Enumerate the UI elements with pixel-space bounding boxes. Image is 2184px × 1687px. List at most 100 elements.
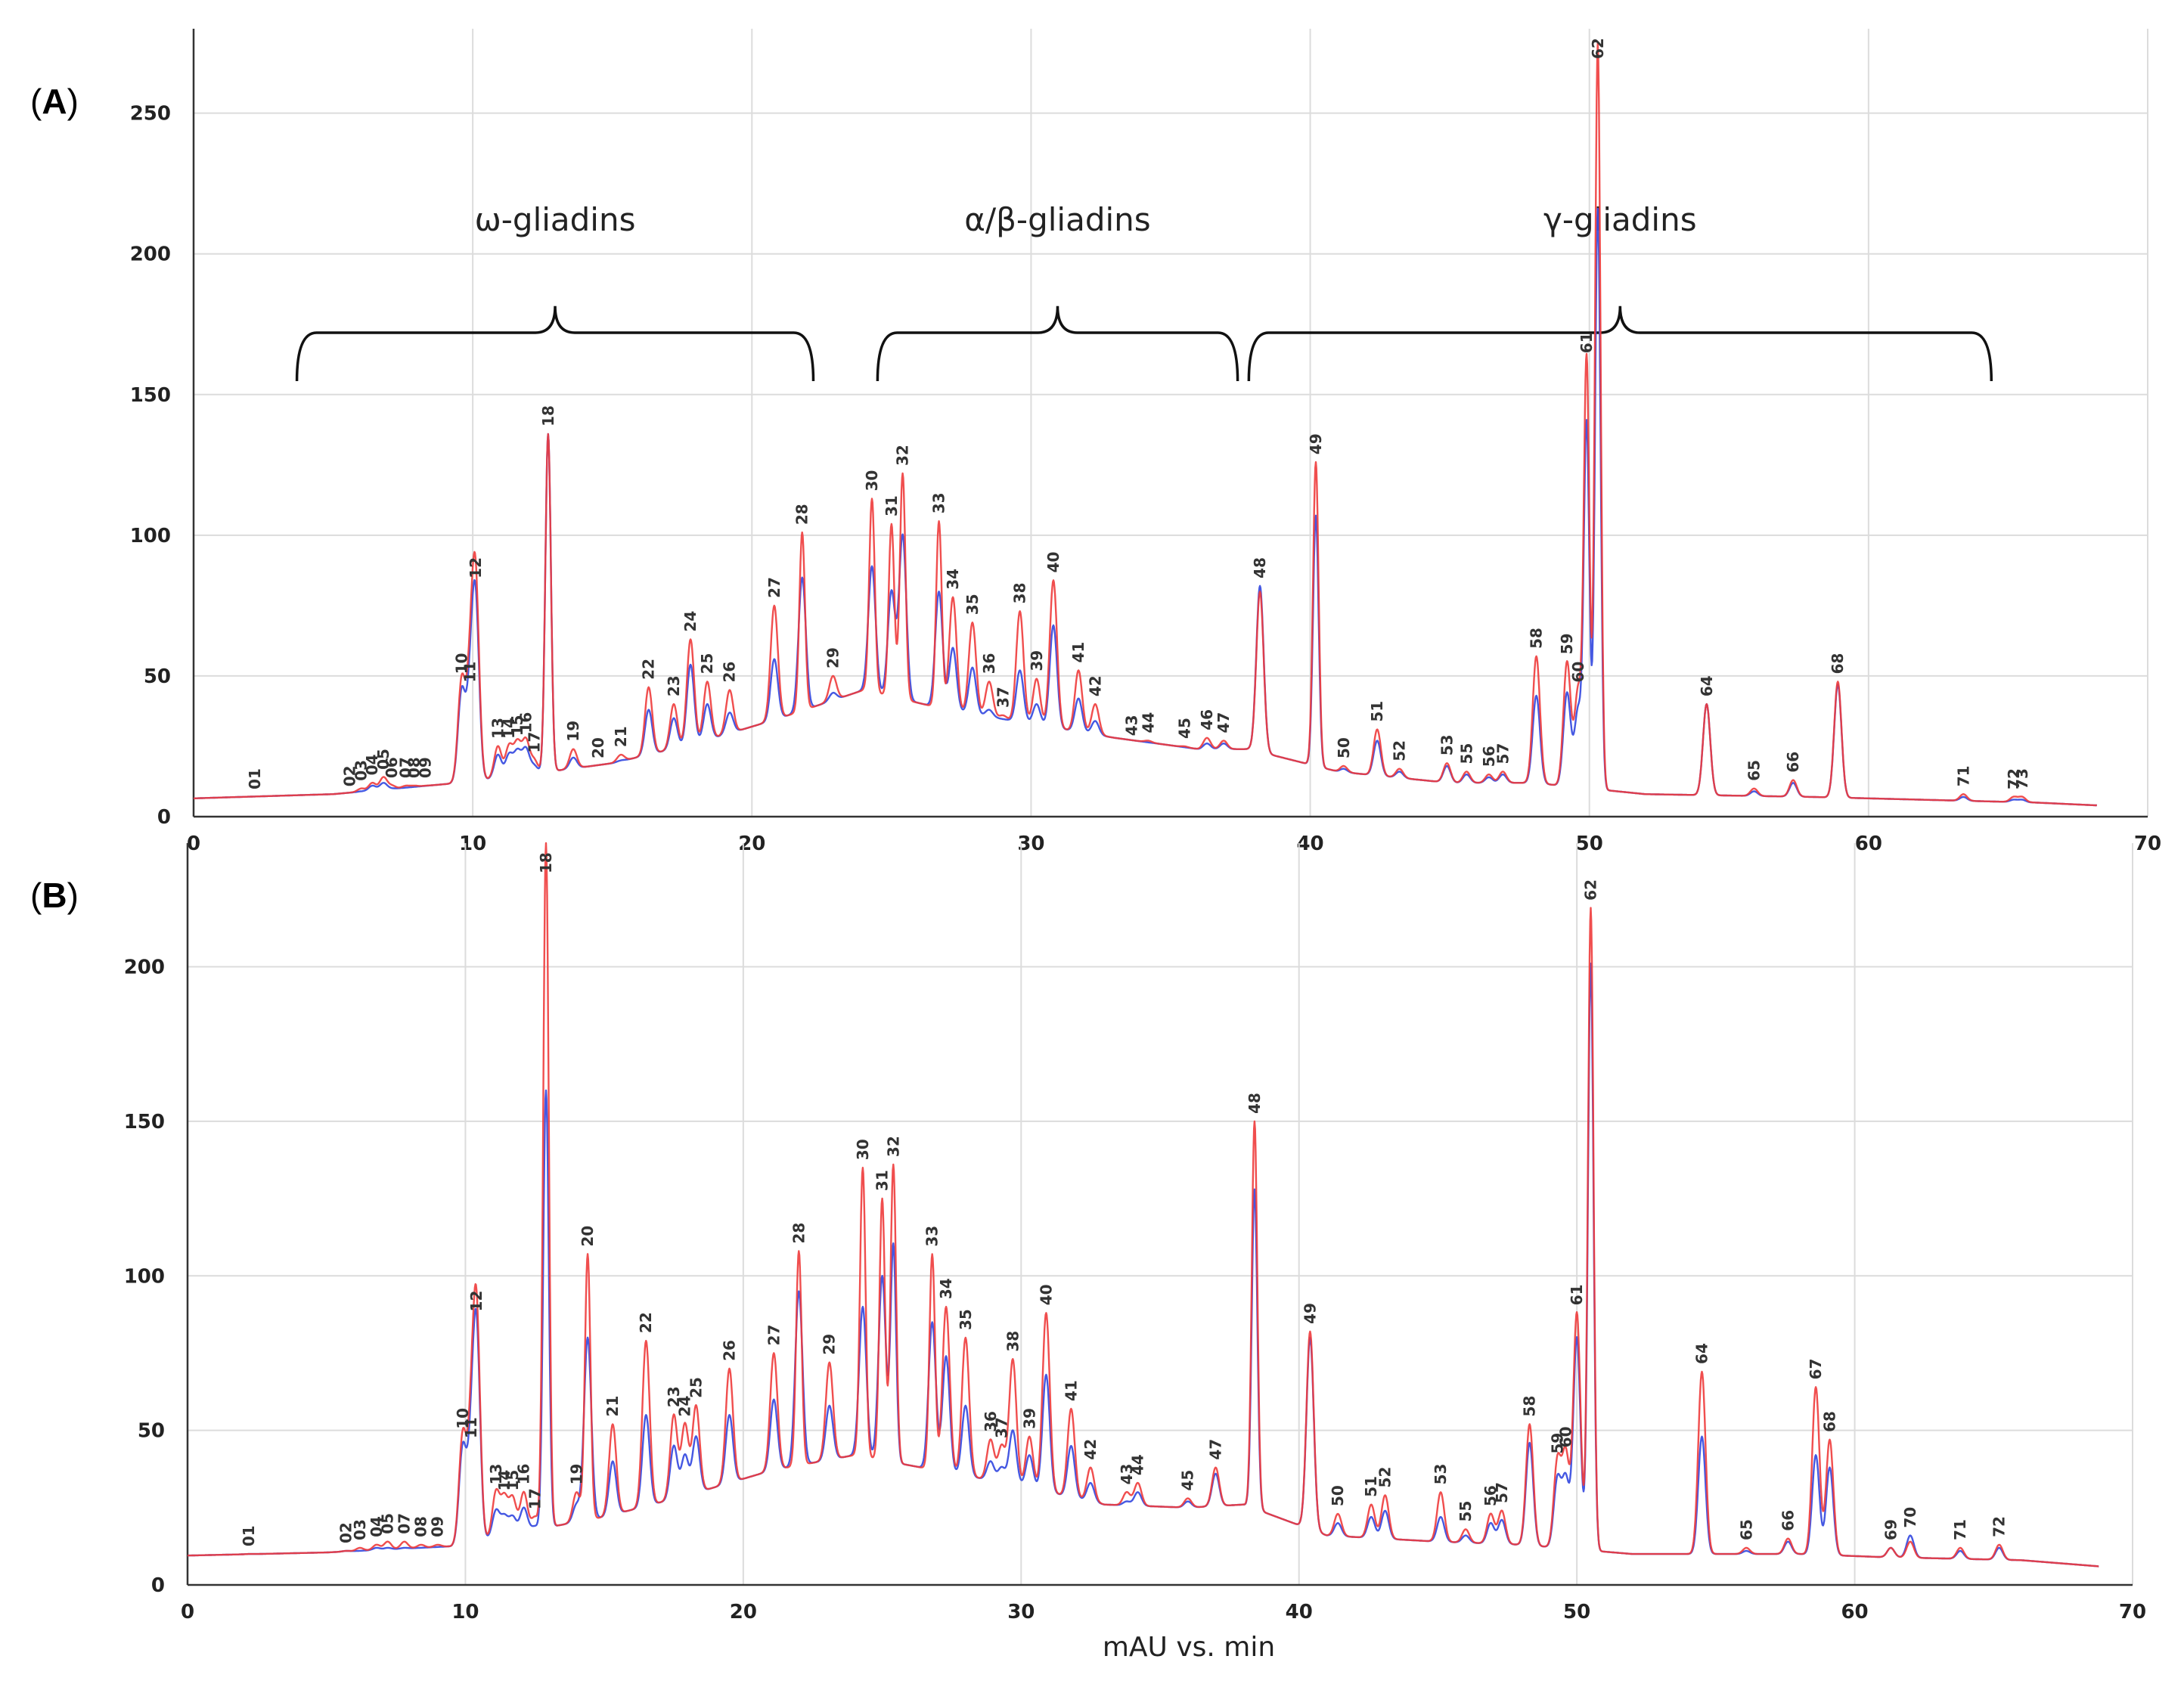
peak-label: 72 bbox=[1990, 1516, 2009, 1537]
region-brace bbox=[1247, 305, 1993, 382]
peak-label: 59 bbox=[1548, 1433, 1566, 1454]
peak-label: 07 bbox=[397, 757, 415, 778]
peak-label: 16 bbox=[515, 1464, 533, 1485]
peak-label: 65 bbox=[1745, 760, 1764, 781]
peak-label: 33 bbox=[930, 492, 948, 513]
peak-label: 34 bbox=[937, 1278, 955, 1299]
x-tick-label: 70 bbox=[2134, 833, 2161, 855]
red-trace bbox=[193, 42, 2098, 807]
y-tick-label: 200 bbox=[124, 957, 165, 979]
peak-label: 48 bbox=[1246, 1093, 1264, 1114]
peak-label: 35 bbox=[957, 1309, 975, 1330]
peak-label: 65 bbox=[1737, 1519, 1755, 1540]
peak-label: 42 bbox=[1081, 1439, 1100, 1460]
x-tick-label: 20 bbox=[730, 1601, 757, 1623]
peak-label: 07 bbox=[396, 1513, 414, 1534]
peak-label: 39 bbox=[1020, 1408, 1038, 1429]
peak-label: 18 bbox=[539, 405, 557, 426]
x-tick-label: 40 bbox=[1286, 1601, 1313, 1623]
peak-label: 29 bbox=[824, 647, 842, 668]
peak-label: 36 bbox=[982, 1411, 1000, 1432]
y-tick-label: 200 bbox=[130, 243, 171, 266]
x-tick-label: 30 bbox=[1007, 1601, 1035, 1623]
peak-label: 42 bbox=[1086, 675, 1104, 696]
red-trace bbox=[187, 842, 2099, 1568]
region-brace bbox=[295, 305, 815, 382]
peak-label: 08 bbox=[405, 757, 423, 778]
peak-label: 04 bbox=[363, 754, 381, 775]
region-label: ω-gliadins bbox=[475, 201, 636, 238]
y-tick-label: 100 bbox=[124, 1265, 165, 1288]
region-label: α/β-gliadins bbox=[964, 201, 1150, 238]
peak-label: 44 bbox=[1139, 712, 1157, 733]
x-tick-label: 0 bbox=[187, 833, 200, 855]
peak-label: 03 bbox=[351, 1519, 369, 1540]
peak-label: 32 bbox=[894, 445, 912, 466]
peak-label: 71 bbox=[1951, 1519, 1969, 1540]
x-tick-label: 0 bbox=[181, 1601, 194, 1623]
peak-label: 61 bbox=[1568, 1284, 1586, 1305]
peak-label: 02 bbox=[341, 765, 359, 786]
peak-label: 25 bbox=[687, 1377, 705, 1398]
peak-label: 21 bbox=[612, 726, 630, 747]
y-tick-label: 0 bbox=[157, 806, 171, 829]
peak-label: 59 bbox=[1558, 633, 1576, 654]
peak-label: 64 bbox=[1692, 1343, 1711, 1364]
peak-label: 40 bbox=[1037, 1284, 1055, 1305]
peak-label: 17 bbox=[526, 1488, 544, 1509]
peak-label: 66 bbox=[1784, 752, 1802, 773]
peak-label: 20 bbox=[589, 737, 607, 758]
peak-label: 57 bbox=[1494, 743, 1512, 764]
peak-label: 01 bbox=[240, 1525, 258, 1546]
peak-label: 46 bbox=[1198, 709, 1216, 730]
peak-label: 55 bbox=[1457, 743, 1475, 764]
peak-label: 19 bbox=[567, 1464, 585, 1485]
peak-label: 51 bbox=[1368, 701, 1386, 722]
x-tick-label: 50 bbox=[1576, 833, 1603, 855]
peak-label: 58 bbox=[1528, 628, 1546, 649]
peak-label: 38 bbox=[1011, 582, 1029, 603]
peak-label: 43 bbox=[1118, 1464, 1136, 1485]
peak-label: 17 bbox=[525, 732, 543, 753]
peak-label: 13 bbox=[487, 1464, 505, 1485]
peak-label: 67 bbox=[1807, 1359, 1825, 1380]
peak-label: 51 bbox=[1362, 1476, 1380, 1497]
peak-label: 02 bbox=[337, 1522, 355, 1543]
peak-label: 29 bbox=[821, 1334, 839, 1355]
peak-label: 03 bbox=[352, 760, 370, 781]
peak-label: 19 bbox=[564, 721, 582, 742]
peak-label: 50 bbox=[1335, 737, 1353, 758]
peak-label: 05 bbox=[374, 749, 392, 770]
peak-label: 08 bbox=[412, 1516, 430, 1537]
peak-label: 48 bbox=[1251, 557, 1269, 578]
peak-label: 28 bbox=[790, 1223, 808, 1244]
peak-label: 41 bbox=[1062, 1380, 1080, 1401]
peak-label: 56 bbox=[1480, 746, 1498, 767]
peak-label: 64 bbox=[1698, 675, 1716, 696]
y-tick-label: 250 bbox=[130, 103, 171, 126]
peak-label: 40 bbox=[1044, 552, 1063, 573]
x-tick-label: 10 bbox=[451, 1601, 479, 1623]
peak-label: 68 bbox=[1821, 1411, 1839, 1432]
x-tick-label: 70 bbox=[2119, 1601, 2146, 1623]
peak-label: 30 bbox=[854, 1139, 872, 1160]
peak-label: 38 bbox=[1004, 1331, 1022, 1352]
peak-label: 13 bbox=[489, 718, 507, 739]
peak-label: 15 bbox=[504, 1470, 522, 1491]
peak-label: 27 bbox=[765, 577, 783, 598]
peak-label: 37 bbox=[993, 1417, 1011, 1438]
peak-label: 35 bbox=[963, 594, 982, 615]
peak-label: 30 bbox=[863, 470, 881, 492]
peak-label: 45 bbox=[1179, 1470, 1197, 1491]
x-tick-label: 60 bbox=[1855, 833, 1882, 855]
peak-label: 23 bbox=[665, 1386, 683, 1407]
peak-label: 24 bbox=[681, 611, 700, 632]
peak-label: 53 bbox=[1438, 734, 1456, 755]
peak-label: 68 bbox=[1829, 653, 1847, 674]
peak-label: 43 bbox=[1122, 715, 1140, 736]
peak-label: 53 bbox=[1432, 1464, 1450, 1485]
peak-label: 37 bbox=[994, 687, 1013, 708]
peak-label: 62 bbox=[1582, 879, 1600, 901]
x-axis-title: mAU vs. min bbox=[1103, 1632, 1275, 1663]
